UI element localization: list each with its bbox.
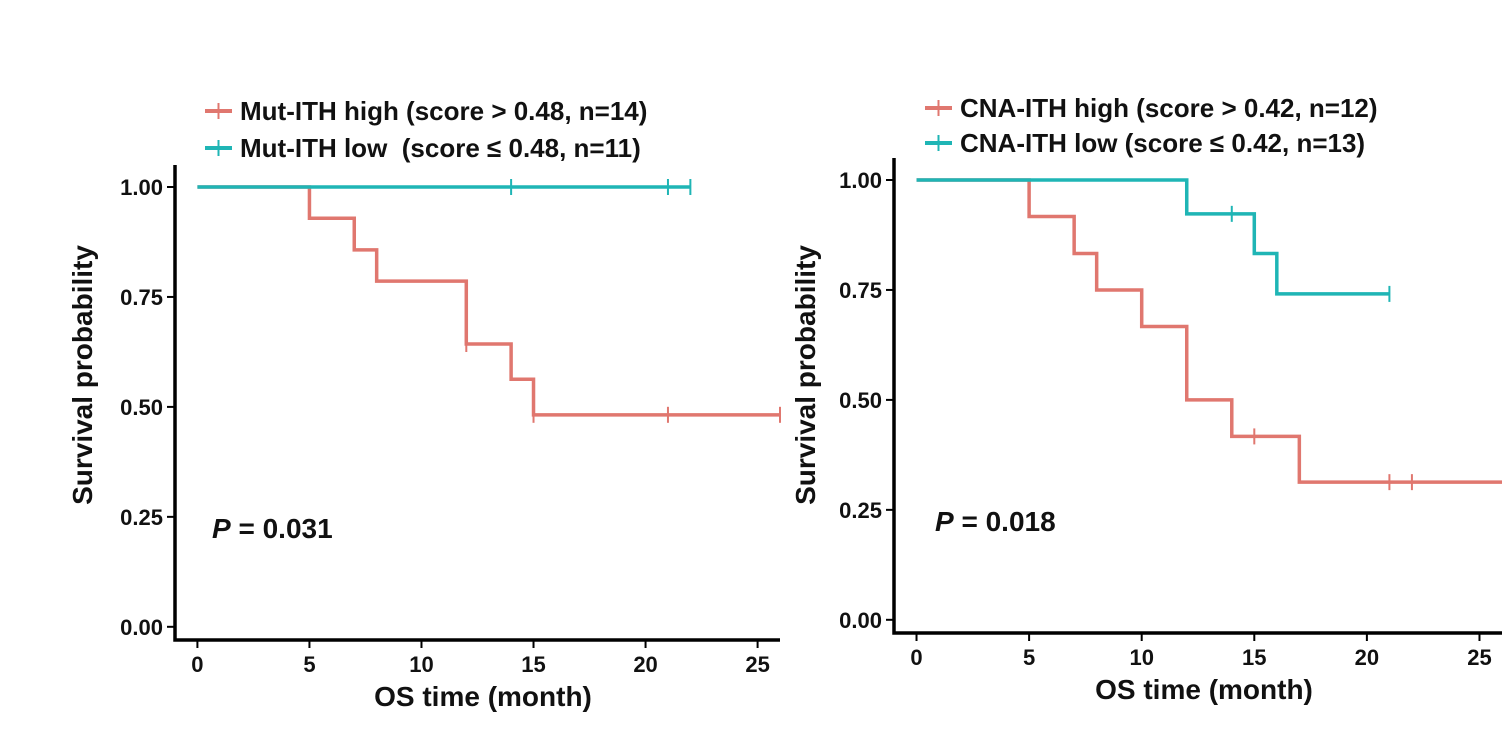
p-value: P = 0.018 xyxy=(935,506,1056,537)
y-axis-title: Survival probability xyxy=(790,245,821,505)
x-tick-label: 10 xyxy=(1129,645,1153,670)
survival-curve-high xyxy=(916,178,1502,484)
p-value-label: P xyxy=(935,506,954,537)
km-plot-cna-ith: CNA-ITH high (score > 0.42, n=12) CNA-IT… xyxy=(790,0,1502,731)
legend-label-high: Mut-ITH high (score > 0.48, n=14) xyxy=(240,96,647,126)
legend: CNA-ITH high (score > 0.42, n=12) CNA-IT… xyxy=(925,93,1378,158)
x-tick-label: 25 xyxy=(745,652,769,677)
legend: Mut-ITH high (score > 0.48, n=14) Mut-IT… xyxy=(205,96,647,163)
x-tick-label: 10 xyxy=(409,652,433,677)
axis-lines xyxy=(892,158,1502,635)
legend-label-high: CNA-ITH high (score > 0.42, n=12) xyxy=(960,93,1378,123)
km-plot-cna-ith-svg: CNA-ITH high (score > 0.42, n=12) CNA-IT… xyxy=(790,93,1502,705)
survival-curve-low xyxy=(916,178,1390,296)
km-plot-mut-ith: Mut-ITH high (score > 0.48, n=14) Mut-IT… xyxy=(67,96,781,712)
legend-label-low: Mut-ITH low (score ≤ 0.48, n=11) xyxy=(240,133,641,163)
p-value: P = 0.031 xyxy=(212,513,333,544)
p-value-text: = 0.018 xyxy=(954,506,1056,537)
x-tick-label: 5 xyxy=(303,652,315,677)
x-tick-label: 20 xyxy=(633,652,657,677)
y-tick-label: 0.00 xyxy=(120,615,163,640)
y-tick-label: 0.00 xyxy=(839,608,882,633)
p-value-label: P xyxy=(212,513,231,544)
x-tick-label: 0 xyxy=(191,652,203,677)
y-tick-label: 0.75 xyxy=(839,278,882,303)
axis-lines xyxy=(173,165,780,642)
y-tick-label: 0.50 xyxy=(839,388,882,413)
plot-area: 0.00 0.25 0.50 0.75 1.00 0 5 10 15 20 25 xyxy=(839,158,1502,670)
x-tick-label: 15 xyxy=(521,652,545,677)
y-axis-title: Survival probability xyxy=(67,245,98,505)
y-tick-label: 0.25 xyxy=(839,498,882,523)
plot-area: 0.00 0.25 0.50 0.75 1.00 0 5 10 15 20 25 xyxy=(120,165,781,677)
y-tick-label: 1.00 xyxy=(839,168,882,193)
survival-curve-high xyxy=(197,185,780,417)
p-value-text: = 0.031 xyxy=(231,513,333,544)
x-tick-label: 0 xyxy=(910,645,922,670)
y-tick-label: 0.25 xyxy=(120,505,163,530)
x-axis-title: OS time (month) xyxy=(1095,674,1313,705)
x-tick-label: 15 xyxy=(1242,645,1266,670)
legend-label-low: CNA-ITH low (score ≤ 0.42, n=13) xyxy=(960,128,1365,158)
x-axis-title: OS time (month) xyxy=(374,681,592,712)
y-tick-label: 0.75 xyxy=(120,285,163,310)
x-tick-label: 25 xyxy=(1467,645,1491,670)
x-tick-label: 5 xyxy=(1023,645,1035,670)
km-plot-mut-ith-svg: Mut-ITH high (score > 0.48, n=14) Mut-IT… xyxy=(67,96,781,712)
y-tick-label: 0.50 xyxy=(120,395,163,420)
x-tick-label: 20 xyxy=(1355,645,1379,670)
y-tick-label: 1.00 xyxy=(120,175,163,200)
